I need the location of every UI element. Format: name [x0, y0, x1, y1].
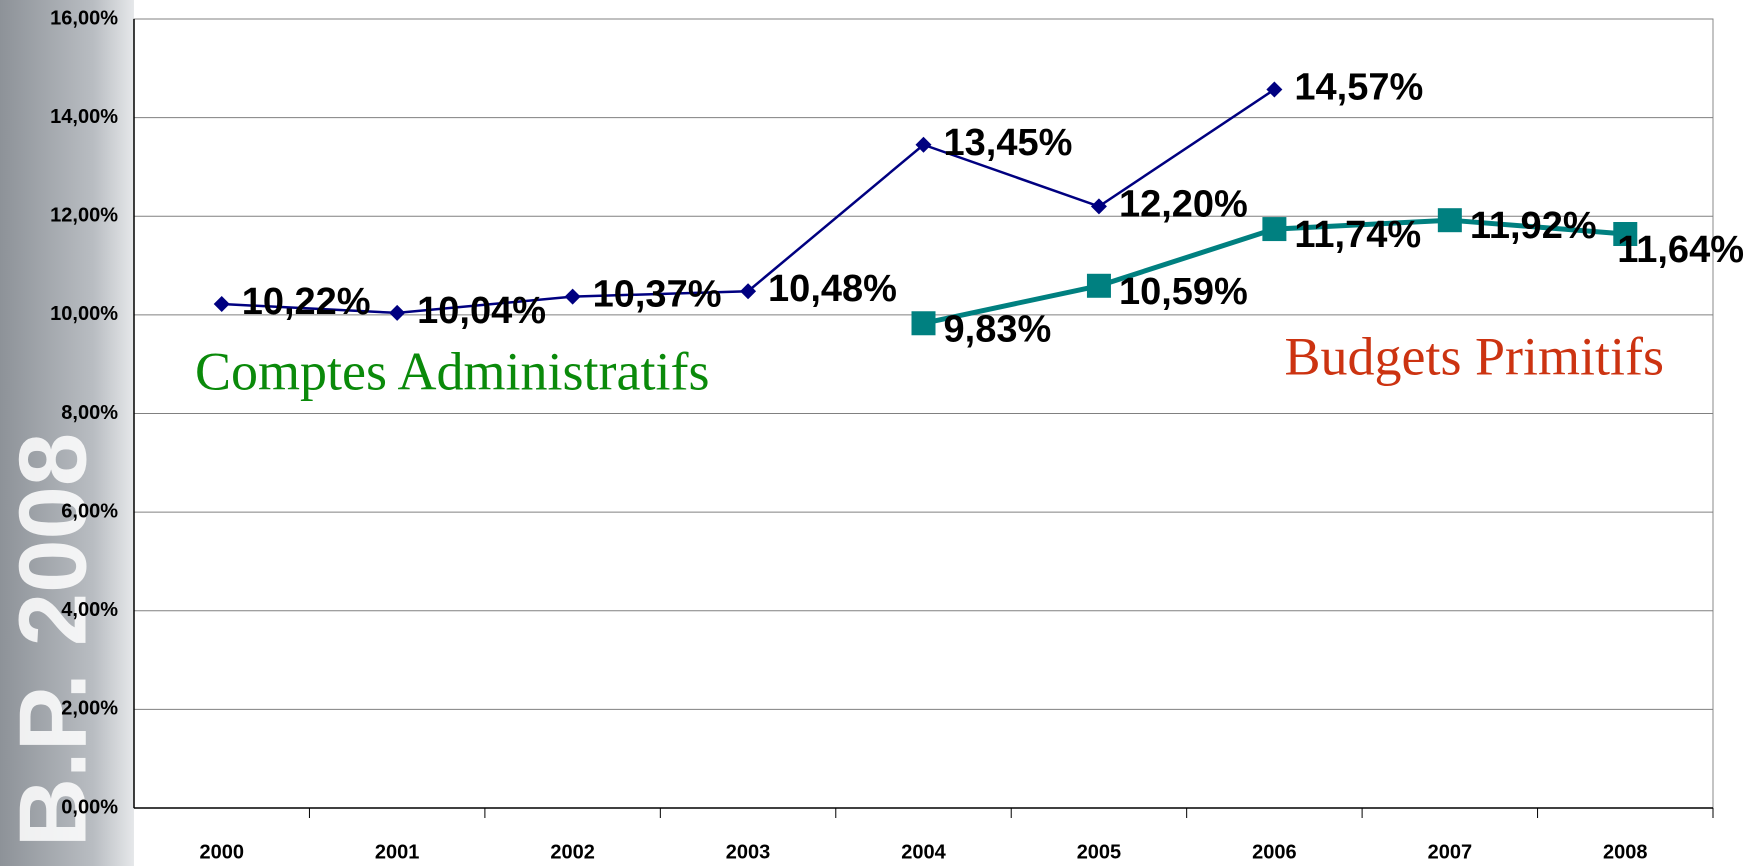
y-tick-label: 4,00% — [61, 599, 118, 621]
marker — [564, 288, 581, 305]
y-tick-label: 14,00% — [50, 106, 118, 128]
y-tick-label: 8,00% — [61, 402, 118, 424]
data-label: 14,57% — [1294, 67, 1423, 109]
side-strip — [0, 0, 134, 866]
marker — [915, 136, 932, 153]
data-label: 13,45% — [944, 122, 1073, 164]
data-label: 12,20% — [1119, 183, 1248, 225]
data-label: 10,04% — [417, 290, 546, 332]
x-tick-label: 2004 — [901, 841, 946, 863]
y-tick-label: 16,00% — [50, 7, 118, 29]
background-text: B.P. 2008 — [0, 433, 106, 848]
marker — [740, 283, 757, 300]
data-label: 11,64% — [1617, 229, 1744, 271]
x-tick-label: 2001 — [375, 841, 420, 863]
x-tick-label: 2000 — [199, 841, 244, 863]
x-tick-label: 2002 — [550, 841, 595, 863]
x-tick-label: 2003 — [726, 841, 771, 863]
data-label: 9,83% — [944, 308, 1052, 350]
marker — [1090, 198, 1107, 215]
data-label: 10,59% — [1119, 271, 1248, 313]
x-tick-label: 2005 — [1077, 841, 1122, 863]
y-tick-label: 0,00% — [61, 796, 118, 818]
marker — [389, 304, 406, 321]
marker — [213, 296, 230, 313]
marker — [1437, 208, 1462, 233]
series-name: Comptes Administratifs — [195, 341, 710, 401]
data-label: 10,48% — [768, 268, 897, 310]
x-tick-label: 2007 — [1428, 841, 1473, 863]
y-tick-label: 12,00% — [50, 205, 118, 227]
x-tick-label: 2006 — [1252, 841, 1297, 863]
y-tick-label: 2,00% — [61, 698, 118, 720]
data-label: 11,92% — [1470, 205, 1597, 247]
marker — [1086, 273, 1111, 298]
marker — [911, 311, 936, 336]
series-name: Budgets Primitifs — [1284, 326, 1664, 386]
y-tick-label: 6,00% — [61, 500, 118, 522]
y-tick-label: 10,00% — [50, 303, 118, 325]
x-tick-label: 2008 — [1603, 841, 1648, 863]
data-label: 10,37% — [593, 274, 722, 316]
marker — [1262, 217, 1287, 242]
marker — [1266, 81, 1283, 98]
data-label: 10,22% — [242, 281, 371, 323]
marker — [1613, 222, 1638, 247]
data-label: 11,74% — [1294, 214, 1421, 256]
